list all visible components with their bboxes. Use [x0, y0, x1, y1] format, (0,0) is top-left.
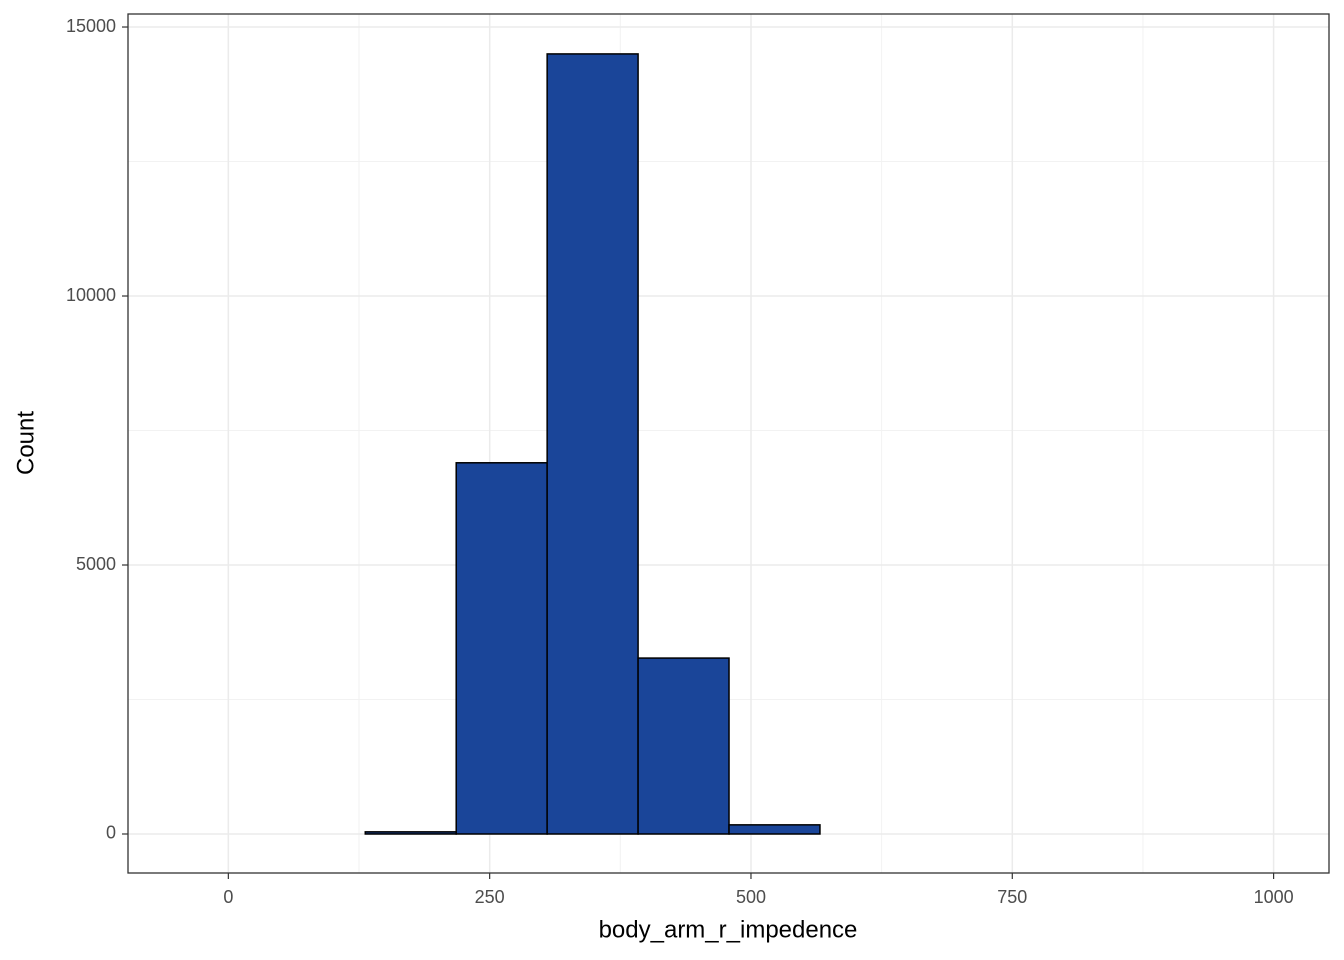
y-tick-label: 10000: [66, 285, 116, 305]
y-tick-label: 15000: [66, 16, 116, 36]
y-axis-title: Count: [12, 411, 39, 475]
bar: [546, 53, 639, 835]
y-tick-label: 0: [106, 823, 116, 843]
x-tick-label: 500: [736, 887, 766, 907]
bar: [455, 462, 548, 835]
bar: [364, 831, 457, 835]
x-tick-label: 750: [997, 887, 1027, 907]
bar: [728, 824, 821, 835]
bar: [637, 657, 730, 835]
x-tick-label: 1000: [1254, 887, 1294, 907]
x-tick-label: 0: [223, 887, 233, 907]
panel-border: [127, 13, 1330, 874]
x-axis-title: body_arm_r_impedence: [599, 916, 858, 943]
y-tick-label: 5000: [76, 554, 116, 574]
x-tick-label: 250: [475, 887, 505, 907]
